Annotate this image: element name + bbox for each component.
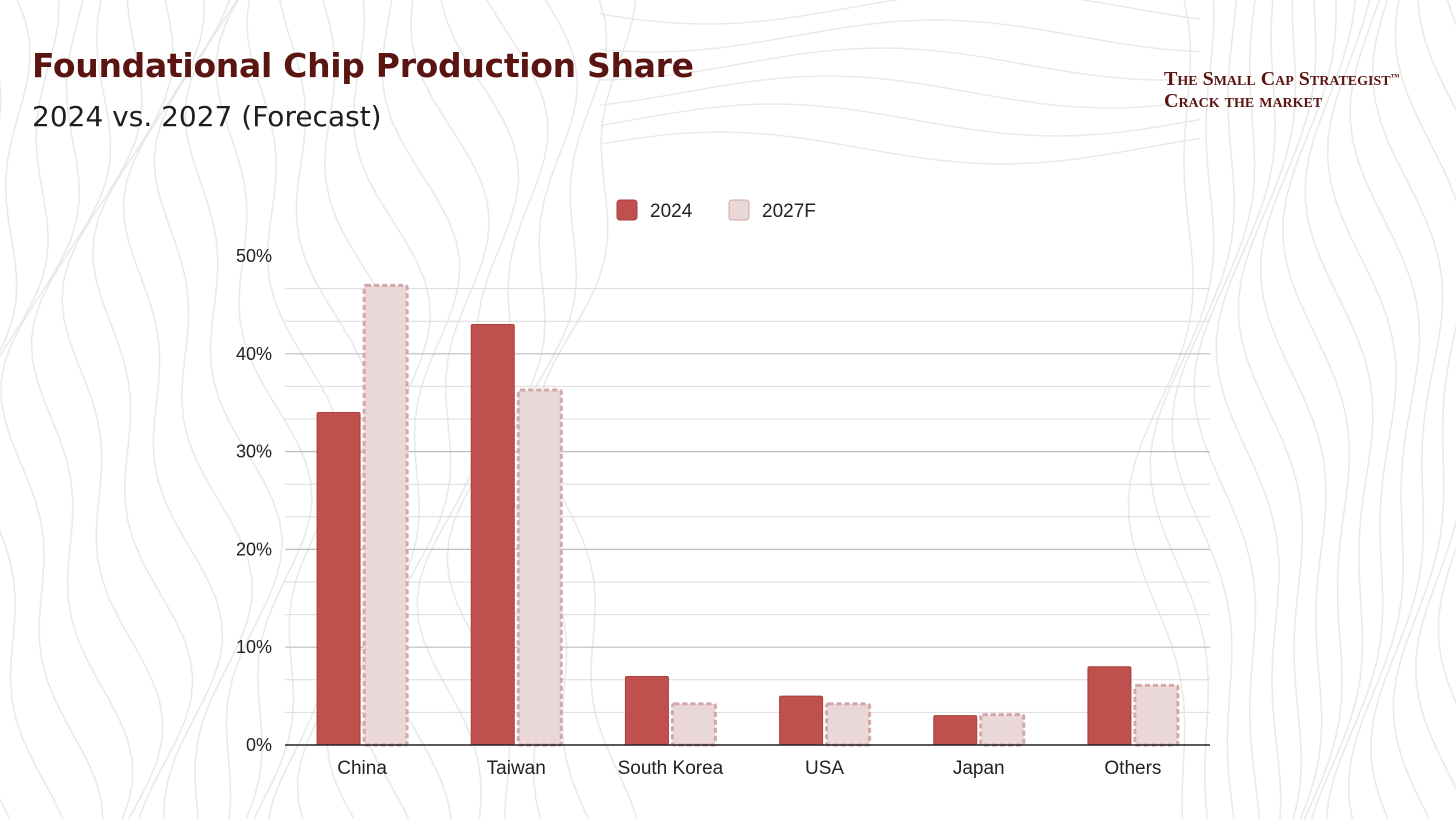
legend-swatch-2027f bbox=[728, 199, 750, 221]
x-tick-label: Others bbox=[1104, 758, 1161, 779]
y-axis: 0% 10% 20% 30% 40% 50% bbox=[236, 246, 272, 755]
contour-line bbox=[61, 0, 164, 819]
chart-subtitle: 2024 vs. 2027 (Forecast) bbox=[32, 100, 382, 133]
bar-2027f-china bbox=[362, 283, 409, 747]
legend-swatch-2024 bbox=[616, 199, 638, 221]
contour-line bbox=[599, 131, 1201, 165]
bar-2024-japan bbox=[933, 715, 978, 746]
trademark-mark: ™ bbox=[1390, 72, 1400, 82]
contour-line bbox=[92, 0, 194, 819]
x-tick-label: Japan bbox=[953, 758, 1005, 779]
y-tick-label: 30% bbox=[236, 442, 272, 462]
brand-tagline: Crack the market bbox=[1164, 90, 1323, 112]
contour-line bbox=[1237, 0, 1304, 819]
bar-2027f-south-korea bbox=[670, 702, 717, 747]
y-tick-label: 20% bbox=[236, 539, 272, 559]
bar-2027f-japan bbox=[979, 713, 1026, 747]
contour-line bbox=[1127, 0, 1195, 819]
contour-line bbox=[0, 0, 31, 819]
gridlines bbox=[285, 288, 1210, 713]
chart-title: Foundational Chip Production Share bbox=[32, 46, 694, 85]
contour-line bbox=[599, 0, 1201, 25]
x-tick-label: USA bbox=[805, 758, 844, 779]
contour-line bbox=[0, 0, 104, 819]
contour-line bbox=[599, 103, 1201, 137]
contour-line bbox=[1347, 0, 1421, 819]
bars bbox=[316, 283, 1180, 747]
bar-2024-china bbox=[316, 411, 361, 746]
contour-line bbox=[215, 0, 313, 819]
contour-line bbox=[122, 0, 224, 819]
y-tick-label: 50% bbox=[236, 246, 272, 266]
contour-line bbox=[1193, 0, 1261, 819]
contour-line bbox=[1282, 0, 1351, 819]
bar-2024-others bbox=[1087, 666, 1132, 746]
bar-2024-taiwan bbox=[470, 323, 515, 746]
brand-logo: The Small Cap Strategist™ Crack the mark… bbox=[1164, 68, 1449, 112]
x-tick-label: Taiwan bbox=[487, 758, 546, 779]
contour-line bbox=[1437, 0, 1456, 705]
bar-2024-usa bbox=[779, 695, 824, 746]
contour-line bbox=[599, 19, 1201, 53]
legend-label-2024: 2024 bbox=[650, 201, 693, 222]
contour-line bbox=[1370, 0, 1444, 819]
contour-line bbox=[1259, 0, 1327, 819]
brand-name: The Small Cap Strategist bbox=[1164, 68, 1391, 90]
contour-line bbox=[1215, 0, 1282, 819]
contour-line bbox=[30, 0, 134, 819]
contour-line bbox=[153, 0, 253, 819]
x-tick-label: China bbox=[337, 758, 387, 779]
contour-line bbox=[599, 47, 1201, 81]
bar-2027f-usa bbox=[825, 702, 872, 747]
contour-line bbox=[1325, 0, 1398, 819]
bar-2027f-others bbox=[1133, 683, 1180, 747]
bar-2024-south-korea bbox=[624, 676, 669, 746]
x-tick-label: South Korea bbox=[618, 758, 724, 779]
legend: 2024 2027F bbox=[616, 199, 816, 222]
contour-line bbox=[1304, 0, 1374, 819]
contour-line bbox=[245, 0, 343, 819]
contour-line bbox=[1392, 0, 1456, 819]
contour-line bbox=[0, 0, 64, 819]
y-tick-label: 10% bbox=[236, 637, 272, 657]
contour-line bbox=[1149, 0, 1215, 819]
y-tick-label: 0% bbox=[246, 735, 272, 755]
legend-label-2027f: 2027F bbox=[762, 201, 816, 222]
bar-2027f-taiwan bbox=[516, 388, 563, 747]
x-axis: China Taiwan South Korea USA Japan Others bbox=[285, 744, 1210, 779]
contour-line bbox=[599, 75, 1201, 109]
contour-line bbox=[184, 0, 284, 819]
contour-line bbox=[1415, 0, 1456, 791]
y-tick-label: 40% bbox=[236, 344, 272, 364]
contour-line bbox=[1171, 0, 1238, 819]
